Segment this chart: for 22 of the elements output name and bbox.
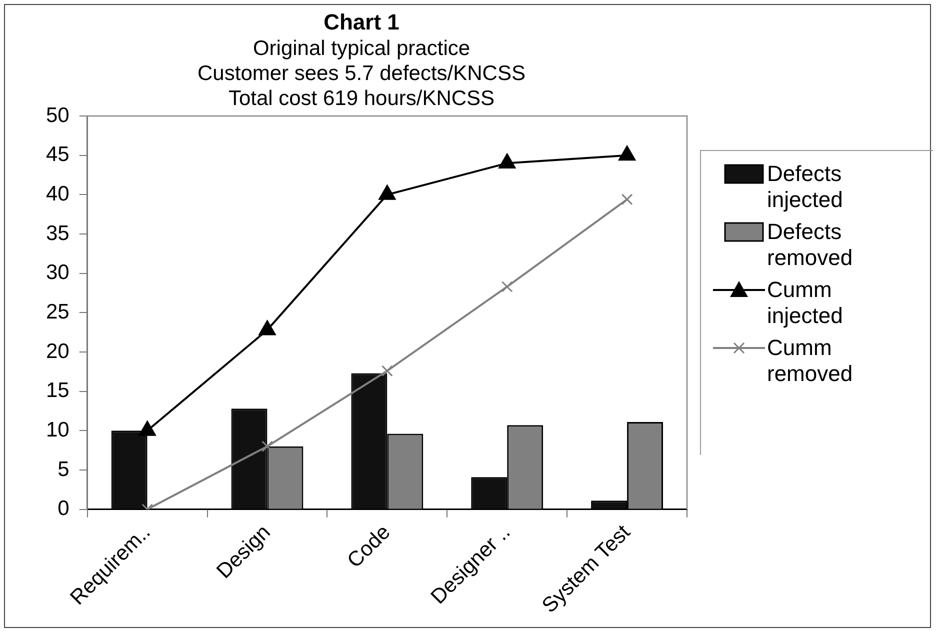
chart-title: Chart 1	[324, 9, 400, 34]
legend-label: Defects removed	[767, 219, 854, 271]
y-tick-label: 35	[46, 222, 70, 245]
y-tick-label: 5	[58, 458, 70, 481]
point	[498, 153, 516, 168]
y-tick-label: 0	[58, 497, 70, 520]
y-tick-label: 45	[46, 143, 70, 166]
y-tick-label: 25	[46, 300, 70, 324]
y-tick-label: 50	[46, 104, 70, 127]
y-tick-label: 40	[46, 182, 70, 206]
point	[258, 320, 276, 336]
y-tick-label: 10	[46, 418, 70, 442]
legend-label: Cumm removed	[767, 335, 854, 387]
point	[138, 420, 156, 436]
y-tick-label: 15	[46, 379, 70, 402]
y-tick-label: 20	[46, 340, 70, 363]
legend-label: Defects injected	[767, 161, 844, 213]
y-tick-label: 30	[46, 261, 70, 284]
legend-label: Cumm injected	[767, 277, 844, 329]
point	[378, 184, 396, 200]
chart-subtitle: Original typical practice Customer sees 5.7 defects/KNCSS Total cost 619 hours/KNCSS	[198, 36, 526, 110]
point	[618, 146, 636, 161]
